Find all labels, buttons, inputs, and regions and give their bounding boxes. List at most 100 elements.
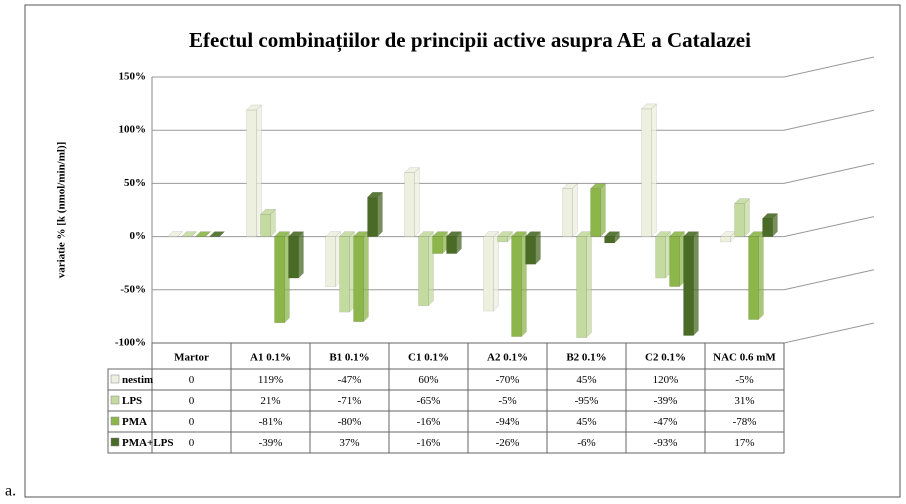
bar-top: [654, 231, 672, 237]
bar: [483, 236, 494, 312]
bar-top: [324, 231, 342, 237]
bar-top: [245, 104, 263, 111]
bar: [260, 214, 271, 237]
bar: [367, 196, 378, 237]
bar-side: [377, 191, 383, 238]
x-tick-label: Martor: [174, 352, 209, 364]
value-label: -39%: [654, 395, 678, 407]
bar-top: [510, 231, 528, 237]
value-label: 0: [189, 374, 195, 386]
grid-line: [152, 109, 875, 131]
bar-top: [668, 231, 686, 237]
bar: [748, 236, 759, 320]
bar-top: [338, 231, 356, 237]
x-tick-label: C2 0.1%: [645, 352, 686, 364]
value-label: -47%: [338, 374, 362, 386]
bar: [683, 236, 694, 336]
value-label: 0: [189, 416, 195, 428]
bar: [353, 236, 364, 322]
value-label: -70%: [496, 374, 520, 386]
legend-label: PMA+LPS: [122, 437, 174, 449]
bar-side: [535, 230, 541, 265]
bar: [720, 236, 731, 243]
bar-side: [758, 230, 764, 321]
bar: [590, 188, 601, 237]
legend-swatch: [110, 395, 120, 405]
bar: [734, 203, 745, 237]
bar-top: [445, 231, 463, 237]
bar: [576, 236, 587, 338]
bar-side: [493, 230, 499, 312]
y-tick-label: -100%: [115, 337, 146, 349]
bar: [446, 236, 457, 254]
bar: [288, 236, 299, 279]
bar: [641, 108, 652, 237]
value-label: 45%: [576, 374, 596, 386]
bar-side: [744, 198, 750, 238]
bar-top: [733, 198, 751, 204]
legend-label: PMA: [122, 416, 147, 428]
bar-top: [403, 167, 421, 174]
legend-label: LPS: [122, 395, 142, 407]
bar: [562, 188, 573, 237]
grid-line: [152, 56, 875, 78]
bar-side: [363, 230, 369, 323]
value-label: 60%: [418, 374, 438, 386]
value-label: -39%: [259, 437, 283, 449]
value-label: -6%: [577, 437, 595, 449]
x-tick-label: A1 0.1%: [250, 352, 291, 364]
value-label: -47%: [654, 416, 678, 428]
bar: [432, 236, 443, 254]
bar-top: [682, 231, 700, 237]
legend-swatch: [110, 416, 120, 426]
value-label: -81%: [259, 416, 283, 428]
bar-side: [270, 208, 276, 238]
value-label: 37%: [339, 437, 359, 449]
y-tick-label: 0%: [130, 230, 147, 242]
bar-side: [651, 103, 657, 238]
value-label: -80%: [338, 416, 362, 428]
y-tick-label: 50%: [124, 177, 146, 189]
grid-line: [152, 162, 875, 184]
bar-top: [561, 183, 579, 189]
value-label: -16%: [417, 416, 441, 428]
legend-swatch: [110, 437, 120, 447]
bar-top: [589, 183, 607, 189]
bar: [497, 236, 508, 243]
value-label: -71%: [338, 395, 362, 407]
value-label: -26%: [496, 437, 520, 449]
value-label: 0: [189, 437, 195, 449]
value-label: 17%: [734, 437, 754, 449]
bar-top: [366, 191, 384, 198]
bar-side: [600, 183, 606, 238]
frame: [24, 4, 901, 498]
bar: [274, 236, 285, 324]
value-label: -5%: [735, 374, 753, 386]
bar-top: [273, 231, 291, 237]
bar: [418, 236, 429, 307]
value-label: 45%: [576, 416, 596, 428]
y-tick-label: 100%: [119, 124, 147, 136]
value-label: -95%: [575, 395, 599, 407]
value-label: 119%: [258, 374, 283, 386]
bar-top: [603, 231, 621, 237]
x-tick-label: A2 0.1%: [487, 352, 528, 364]
bar-top: [482, 231, 500, 237]
value-label: 0: [189, 395, 195, 407]
bar-top: [194, 231, 212, 237]
value-label: 31%: [734, 395, 754, 407]
value-label: -65%: [417, 395, 441, 407]
bar-top: [640, 103, 658, 110]
bar-top: [166, 231, 184, 237]
chart-title: Efectul combinațiilor de principii activ…: [189, 28, 751, 53]
bar: [669, 236, 680, 287]
bar-top: [761, 213, 779, 219]
bar: [325, 236, 336, 287]
bar-top: [259, 209, 277, 215]
value-label: -94%: [496, 416, 520, 428]
bar-top: [524, 231, 542, 237]
bar-side: [414, 167, 420, 238]
bar: [404, 172, 415, 237]
